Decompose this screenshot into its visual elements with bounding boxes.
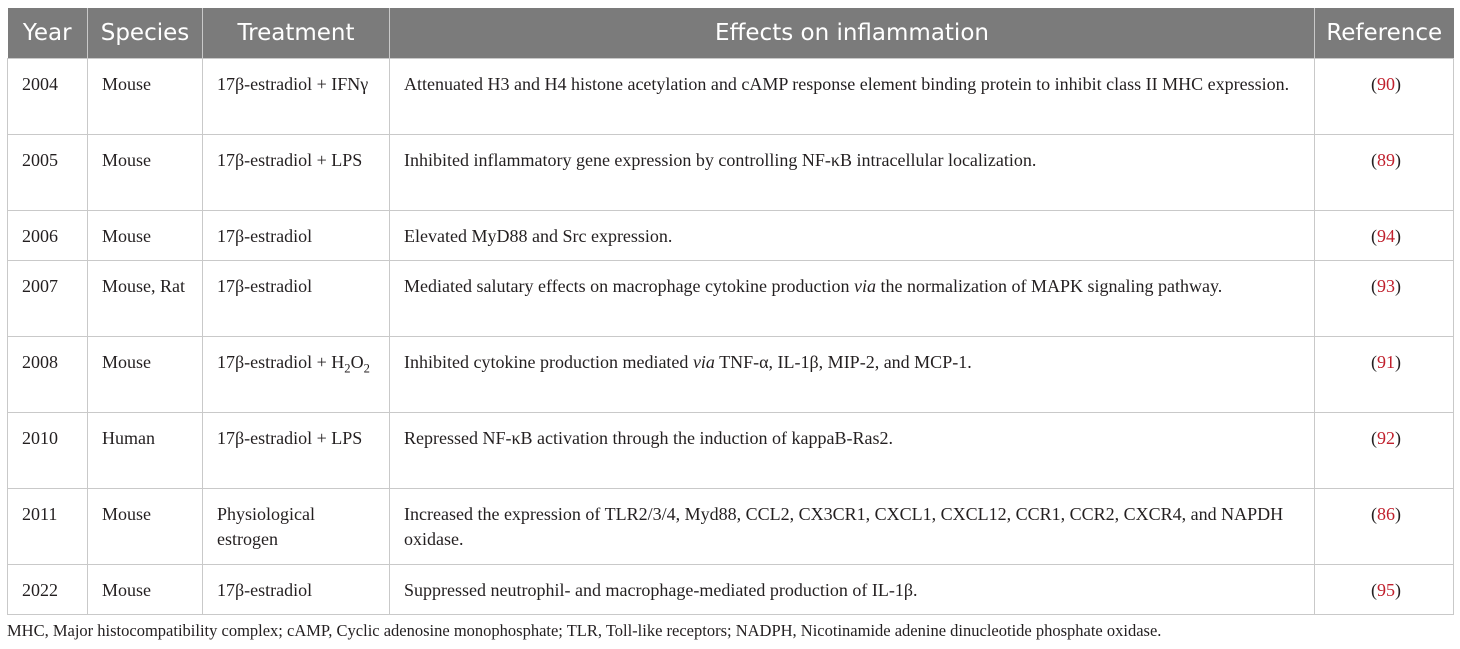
effects-text: the normalization of MAPK signaling path…: [876, 275, 1223, 296]
treatment-text: 17β-estradiol + H: [217, 351, 345, 372]
subscript: 2: [344, 361, 351, 376]
cell-species: Mouse: [87, 209, 203, 261]
cell-reference: (91): [1314, 335, 1454, 413]
header-reference: Reference: [1314, 8, 1454, 58]
header-row: Year Species Treatment Effects on inflam…: [7, 8, 1454, 58]
cell-treatment: Physiological estrogen: [202, 487, 390, 565]
cell-reference: (92): [1314, 411, 1454, 489]
cell-treatment: 17β-estradiol + LPS: [202, 133, 390, 211]
cell-year: 2007: [7, 259, 88, 337]
table-row: 2006 Mouse 17β-estradiol Elevated MyD88 …: [7, 209, 1454, 261]
cell-treatment: 17β-estradiol: [202, 209, 390, 261]
reference-link[interactable]: 95: [1377, 579, 1395, 600]
cell-reference: (89): [1314, 133, 1454, 211]
effects-text: TNF-α, IL-1β, MIP-2, and MCP-1.: [714, 351, 972, 372]
cell-effects: Mediated salutary effects on macrophage …: [389, 259, 1315, 337]
cell-effects: Repressed NF-κB activation through the i…: [389, 411, 1315, 489]
cell-effects: Suppressed neutrophil- and macrophage-me…: [389, 563, 1315, 615]
cell-reference: (86): [1314, 487, 1454, 565]
cell-treatment: 17β-estradiol: [202, 563, 390, 615]
table-row: 2004 Mouse 17β-estradiol + IFNγ Attenuat…: [7, 57, 1454, 135]
cell-effects: Attenuated H3 and H4 histone acetylation…: [389, 57, 1315, 135]
reference-link[interactable]: 89: [1377, 149, 1395, 170]
cell-reference: (94): [1314, 209, 1454, 261]
cell-treatment: 17β-estradiol + LPS: [202, 411, 390, 489]
table-footnote: MHC, Major histocompatibility complex; c…: [7, 621, 1162, 640]
table-row: 2011 Mouse Physiological estrogen Increa…: [7, 487, 1454, 565]
cell-year: 2004: [7, 57, 88, 135]
cell-reference: (95): [1314, 563, 1454, 615]
header-year: Year: [7, 8, 88, 58]
cell-reference: (93): [1314, 259, 1454, 337]
cell-year: 2011: [7, 487, 88, 565]
header-effects: Effects on inflammation: [389, 8, 1315, 58]
cell-treatment: 17β-estradiol: [202, 259, 390, 337]
table-row: 2005 Mouse 17β-estradiol + LPS Inhibited…: [7, 133, 1454, 211]
reference-link[interactable]: 91: [1377, 351, 1395, 372]
table-row: 2007 Mouse, Rat 17β-estradiol Mediated s…: [7, 259, 1454, 337]
cell-species: Mouse, Rat: [87, 259, 203, 337]
cell-effects: Elevated MyD88 and Src expression.: [389, 209, 1315, 261]
effects-text: Mediated salutary effects on macrophage …: [404, 275, 855, 296]
table-row: 2008 Mouse 17β-estradiol + H2O2 Inhibite…: [7, 335, 1454, 413]
cell-species: Human: [87, 411, 203, 489]
reference-link[interactable]: 92: [1377, 427, 1395, 448]
header-species: Species: [87, 8, 203, 58]
cell-effects: Increased the expression of TLR2/3/4, My…: [389, 487, 1315, 565]
cell-year: 2008: [7, 335, 88, 413]
table-row: 2010 Human 17β-estradiol + LPS Repressed…: [7, 411, 1454, 489]
cell-year: 2005: [7, 133, 88, 211]
cell-year: 2006: [7, 209, 88, 261]
cell-reference: (90): [1314, 57, 1454, 135]
header-treatment: Treatment: [202, 8, 390, 58]
cell-species: Mouse: [87, 133, 203, 211]
cell-year: 2022: [7, 563, 88, 615]
cell-treatment: 17β-estradiol + IFNγ: [202, 57, 390, 135]
reference-link[interactable]: 86: [1377, 503, 1395, 524]
cell-treatment: 17β-estradiol + H2O2: [202, 335, 390, 413]
reference-link[interactable]: 93: [1377, 275, 1395, 296]
reference-link[interactable]: 94: [1377, 225, 1395, 246]
cell-effects: Inhibited cytokine production mediated v…: [389, 335, 1315, 413]
effects-italic: via: [854, 275, 877, 296]
cell-effects: Inhibited inflammatory gene expression b…: [389, 133, 1315, 211]
effects-italic: via: [692, 351, 715, 372]
treatment-text: O: [350, 351, 364, 372]
effects-text: Inhibited cytokine production mediated: [404, 351, 693, 372]
reference-link[interactable]: 90: [1377, 73, 1395, 94]
subscript: 2: [363, 361, 370, 376]
cell-species: Mouse: [87, 487, 203, 565]
data-table: Year Species Treatment Effects on inflam…: [7, 8, 1454, 615]
cell-year: 2010: [7, 411, 88, 489]
table-row: 2022 Mouse 17β-estradiol Suppressed neut…: [7, 563, 1454, 615]
cell-species: Mouse: [87, 563, 203, 615]
cell-species: Mouse: [87, 335, 203, 413]
cell-species: Mouse: [87, 57, 203, 135]
